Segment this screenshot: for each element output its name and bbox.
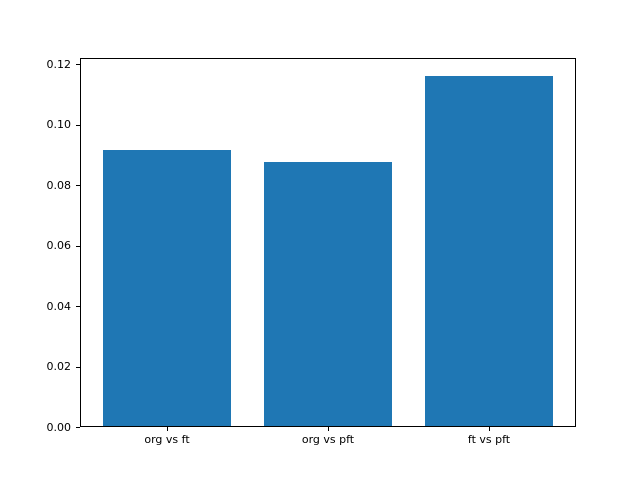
y-tick-label: 0.00	[46, 420, 72, 434]
bar-ft-vs-pft	[424, 75, 554, 427]
y-tick-label: 0.02	[46, 360, 72, 373]
y-tick-label: 0.10	[46, 118, 72, 131]
y-tick-label: 0.04	[46, 299, 72, 313]
y-tick-label: 0.08	[46, 178, 72, 192]
y-tick-label: 0.12	[46, 57, 72, 71]
x-tick-mark	[489, 427, 490, 431]
bar-org-vs-pft	[263, 161, 393, 427]
y-tick-mark	[76, 124, 80, 126]
x-tick-label: ft vs pft	[467, 433, 511, 446]
x-tick-label: org vs pft	[301, 433, 355, 446]
y-tick-label: 0.06	[46, 239, 72, 252]
y-tick-mark	[76, 185, 80, 186]
plot-area	[80, 58, 576, 427]
x-tick-label: org vs ft	[144, 433, 190, 446]
y-tick-mark	[76, 64, 80, 65]
x-tick-mark	[167, 427, 168, 431]
y-tick-mark	[76, 306, 80, 307]
bar-org-vs-ft	[102, 149, 232, 427]
x-tick-mark	[328, 427, 329, 431]
y-tick-mark	[76, 245, 80, 247]
y-tick-mark	[76, 427, 80, 428]
y-tick-mark	[76, 366, 80, 368]
